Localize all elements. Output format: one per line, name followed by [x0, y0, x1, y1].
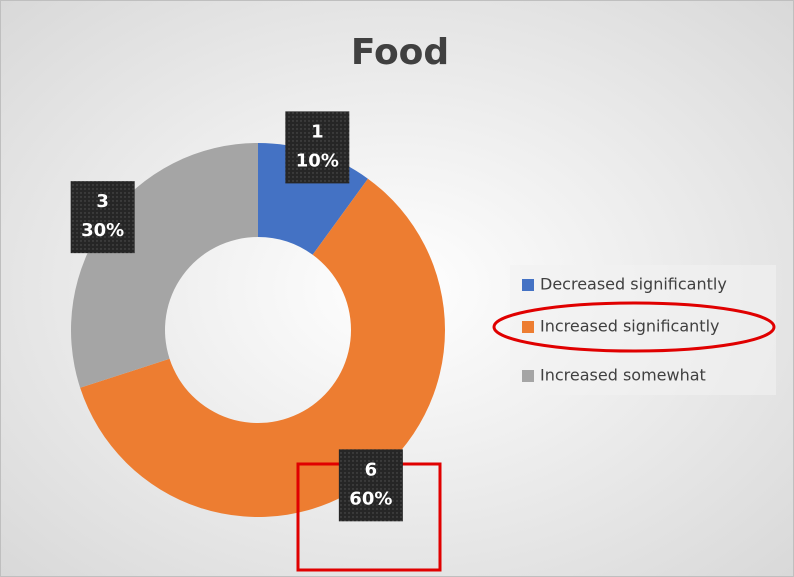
- legend-swatch: [522, 279, 534, 291]
- data-label-percent: 10%: [296, 150, 339, 171]
- data-label-value: 1: [311, 121, 324, 142]
- data-label-percent: 30%: [81, 220, 124, 241]
- legend-label: Decreased significantly: [540, 275, 727, 294]
- data-label-percent: 60%: [349, 488, 392, 509]
- data-label-value: 3: [96, 191, 109, 212]
- chart-title: Food: [351, 32, 449, 73]
- legend-label: Increased significantly: [540, 317, 719, 336]
- data-label-box: [338, 449, 403, 522]
- legend-swatch: [522, 321, 534, 333]
- data-label-box: [70, 181, 135, 254]
- donut-slice: [80, 178, 445, 518]
- highlight-ellipse: [492, 301, 776, 353]
- donut-slice: [70, 143, 258, 388]
- data-label-value: 6: [365, 459, 378, 480]
- legend-swatch: [522, 370, 534, 382]
- legend-box: [510, 265, 776, 395]
- data-label-box: [285, 111, 350, 184]
- legend-label: Increased somewhat: [540, 366, 706, 385]
